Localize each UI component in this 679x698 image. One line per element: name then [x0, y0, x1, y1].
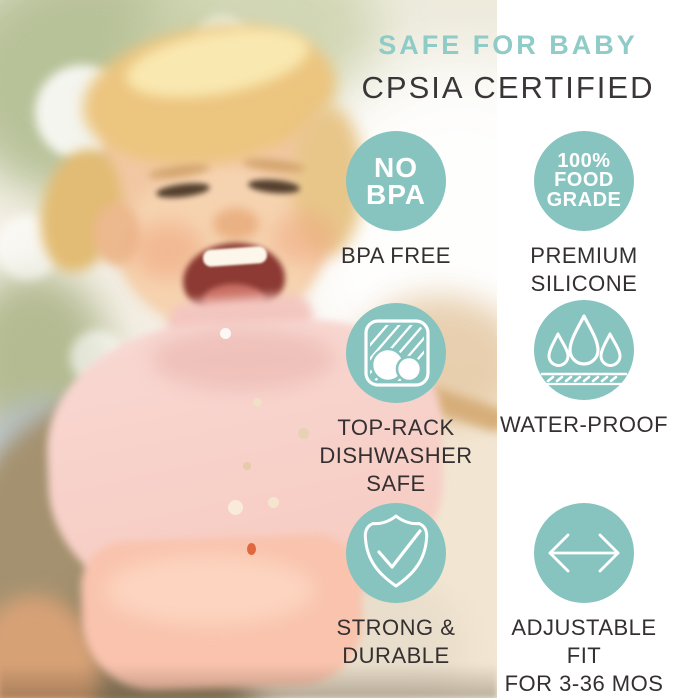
- food-grade-badge-icon: 100% FOOD GRADE: [534, 131, 634, 231]
- feature-bpa-free: NO BPA BPA FREE: [304, 131, 488, 270]
- nose: [213, 208, 259, 240]
- feature-label-bpa-free: BPA FREE: [341, 243, 451, 268]
- feature-label-dishwasher-safe: TOP-RACK DISHWASHER SAFE: [319, 415, 473, 496]
- shield-check-icon: [363, 514, 429, 588]
- feature-label-strong-durable: STRONG & DURABLE: [336, 615, 456, 668]
- feature-label-adjustable-fit: ADJUSTABLE FIT FOR 3-36 MOS: [504, 615, 664, 696]
- feature-water-proof: WATER-PROOF: [492, 300, 676, 439]
- header: SAFE FOR BABY CPSIA CERTIFIED: [340, 30, 676, 106]
- feature-strong-durable: STRONG & DURABLE: [304, 503, 488, 670]
- no-bpa-badge-icon: NO BPA: [346, 131, 446, 231]
- dishwasher-rack-icon: [364, 319, 430, 387]
- feature-adjustable-fit: ADJUSTABLE FIT FOR 3-36 MOS: [492, 503, 676, 698]
- no-bpa-badge-text: NO BPA: [365, 151, 427, 210]
- certification-subheadline: CPSIA CERTIFIED: [361, 70, 655, 105]
- feature-label-water-proof: WATER-PROOF: [499, 412, 669, 437]
- product-photo: [0, 0, 497, 698]
- feature-label-premium-silicone: PREMIUM SILICONE: [530, 243, 638, 296]
- safety-headline: SAFE FOR BABY: [378, 30, 638, 60]
- water-drops-icon: [540, 314, 628, 386]
- feature-dishwasher-safe: TOP-RACK DISHWASHER SAFE: [304, 303, 488, 498]
- double-arrow-icon: [548, 533, 620, 573]
- food-grade-badge-text: 100% FOOD GRADE: [546, 149, 622, 211]
- feature-premium-silicone: 100% FOOD GRADE PREMIUM SILICONE: [492, 131, 676, 298]
